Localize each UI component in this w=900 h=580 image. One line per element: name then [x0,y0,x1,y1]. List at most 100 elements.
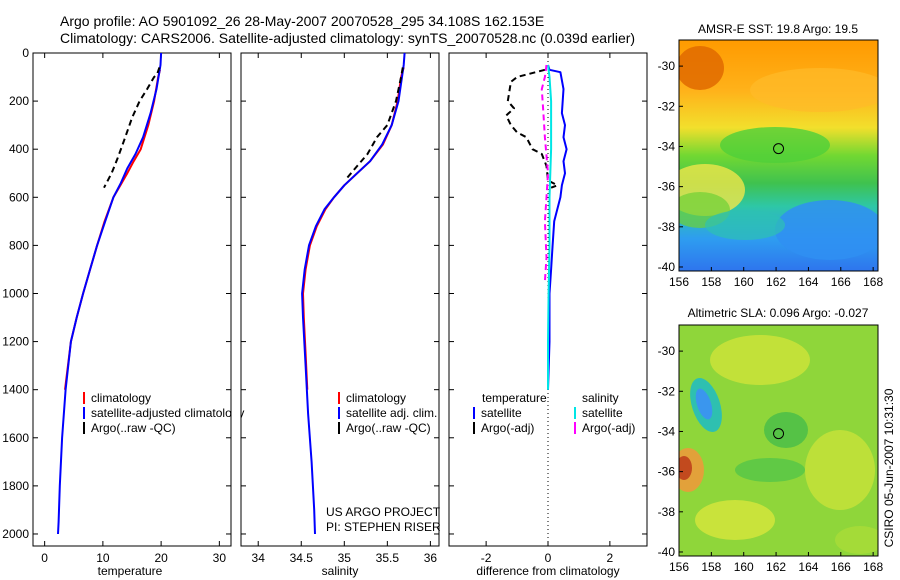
sst-map-frame [678,39,879,272]
y-tick-label: 800 [9,238,29,252]
sst-map-title: AMSR-E SST: 19.8 Argo: 19.5 [698,22,858,36]
x-tick-label: 0 [41,551,48,565]
map-y-tick-label: -40 [658,260,676,274]
header-line-2: Climatology: CARS2006. Satellite-adjuste… [60,30,635,46]
series-line-climatology [302,67,405,390]
map-x-tick-label: 156 [669,560,689,574]
legend-climatology: climatology [91,391,151,405]
map-y-tick-label: -30 [658,344,676,358]
x-tick-label: 2 [607,551,614,565]
map-x-tick-label: 166 [831,275,851,289]
x-tick-label: 34.5 [290,551,314,565]
map-x-tick-label: 164 [798,560,818,574]
header-line-1: Argo profile: AO 5901092_26 28-May-2007 … [60,13,544,29]
sla-low-patch [735,458,805,482]
series-line-satellite [301,52,406,535]
x-tick-label: 34 [252,551,266,565]
difference-xlabel: difference from climatology [476,564,619,578]
y-tick-label: 1200 [2,335,29,349]
sla-map-frame [678,324,879,557]
sst-profile-marker [773,143,785,155]
legend-temp-satellite: satellite [481,406,522,420]
legend-temperature-title: temperature [482,391,547,405]
difference-series [505,64,568,390]
map-x-tick-label: 168 [863,275,883,289]
x-tick-label: 10 [96,551,110,565]
series-line-climatology [64,69,161,390]
sst-map-ticks: 156 158 160 162 164 166 168 -30 -32 -34 -36 -38 -40 [658,59,884,289]
x-tick-label: 36 [424,551,438,565]
map-x-tick-label: 158 [701,560,721,574]
x-tick-label: -2 [481,551,492,565]
sla-map-title: Altimetric SLA: 0.096 Argo: -0.027 [688,306,869,320]
legend-argo: Argo(..raw -QC) [91,421,176,435]
legend-satellite: satellite-adjusted climatology [91,406,244,420]
temperature-legend: climatology satellite-adjusted climatolo… [83,391,244,435]
y-tick-label: 200 [9,94,29,108]
legend-argo: Argo(..raw -QC) [346,421,431,435]
y-tick-label: 1800 [2,479,29,493]
map-x-tick-label: 156 [669,275,689,289]
y-tick-label: 600 [9,190,29,204]
difference-ticks: -2 0 2 [449,52,647,565]
series-line-satellite [57,52,163,535]
legend-satellite: satellite adj. clim. [346,406,437,420]
x-tick-label: 20 [154,551,168,565]
sla-high-patch [710,335,810,385]
sst-warm-patch [750,68,878,112]
salinity-xlabel: salinity [322,564,359,578]
y-tick-label: 2000 [2,527,29,541]
y-tick-label: 1400 [2,383,29,397]
legend-temp-argo: Argo(-adj) [481,421,534,435]
legend-salinity-title: salinity [582,391,619,405]
legend-climatology: climatology [346,391,406,405]
x-tick-label: 35 [338,551,352,565]
y-tick-label: 1000 [2,286,29,300]
sla-map-image [679,325,878,556]
legend-sal-argo: Argo(-adj) [582,421,635,435]
map-x-tick-label: 166 [831,560,851,574]
series-line-salinity-argo [540,64,549,282]
map-x-tick-label: 168 [863,560,883,574]
x-tick-label: 30 [213,551,227,565]
legend-sal-satellite: satellite [582,406,623,420]
x-tick-label: 0 [545,551,552,565]
map-y-tick-label: -34 [658,139,676,153]
map-y-tick-label: -32 [658,384,676,398]
map-x-tick-label: 158 [701,275,721,289]
temperature-panel-frame [32,52,232,547]
sla-high-patch [695,500,775,540]
project-name: US ARGO PROJECT [326,505,441,519]
map-y-tick-label: -34 [658,424,676,438]
temperature-ticks: 0 10 20 30 0 200 400 600 800 1000 1200 1400 1600 1800… [2,46,231,565]
sst-cool-patch [705,210,785,240]
salinity-ticks: 34 34.5 35 35.5 36 [241,52,439,565]
map-y-tick-label: -38 [658,505,676,519]
sla-lowest-patch [695,388,713,420]
sla-low-patch [764,412,808,448]
credit-timestamp: CSIRO 05-Jun-2007 10:31:30 [882,388,896,547]
map-y-tick-label: -30 [658,59,676,73]
map-y-tick-label: -36 [658,465,676,479]
map-x-tick-label: 162 [766,560,786,574]
map-x-tick-label: 162 [766,275,786,289]
salinity-legend: climatology satellite adj. clim. Argo(..… [338,391,437,435]
map-x-tick-label: 164 [798,275,818,289]
legend-clip-mask [231,395,241,425]
sla-profile-marker [773,428,785,440]
project-pi: PI: STEPHEN RISER [326,520,441,534]
sla-high-patch [835,526,878,554]
y-tick-label: 1600 [2,431,29,445]
map-y-tick-label: -32 [658,99,676,113]
map-x-tick-label: 160 [734,560,754,574]
y-tick-label: 400 [9,142,29,156]
sst-warm-patch [679,46,724,90]
map-y-tick-label: -40 [658,545,676,559]
sla-highest-patch [679,456,692,480]
salinity-panel-frame [240,52,440,547]
salinity-series [301,52,406,535]
sla-map-ticks: 156 158 160 162 164 166 168 -30 -32 -34 -36 -38 -40 [658,344,884,574]
map-x-tick-label: 160 [734,275,754,289]
y-tick-label: 0 [22,46,29,60]
